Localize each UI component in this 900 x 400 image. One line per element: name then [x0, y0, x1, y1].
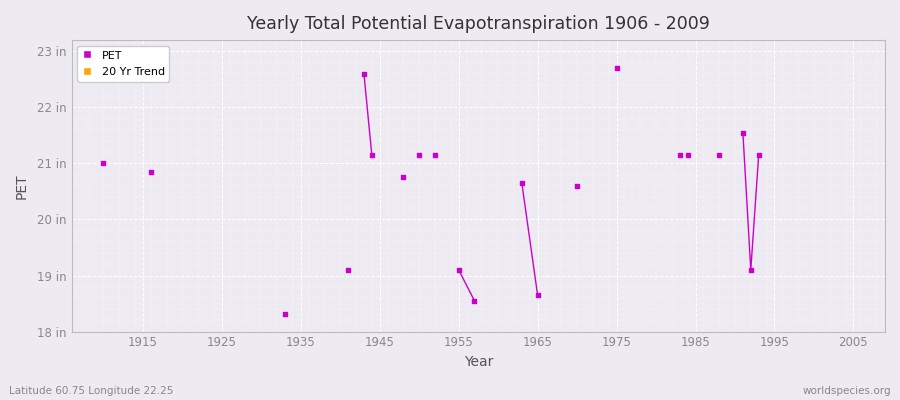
Point — [712, 152, 726, 158]
Y-axis label: PET: PET — [15, 173, 29, 199]
Point — [743, 267, 758, 273]
Point — [735, 129, 750, 136]
Point — [570, 183, 584, 189]
Point — [609, 65, 624, 71]
Point — [412, 152, 427, 158]
Point — [515, 180, 529, 186]
Text: worldspecies.org: worldspecies.org — [803, 386, 891, 396]
Text: Latitude 60.75 Longitude 22.25: Latitude 60.75 Longitude 22.25 — [9, 386, 174, 396]
Point — [364, 152, 379, 158]
Point — [428, 152, 442, 158]
Point — [752, 152, 766, 158]
Point — [672, 152, 687, 158]
Point — [467, 298, 482, 304]
Title: Yearly Total Potential Evapotranspiration 1906 - 2009: Yearly Total Potential Evapotranspiratio… — [247, 15, 710, 33]
X-axis label: Year: Year — [464, 355, 493, 369]
Point — [452, 267, 466, 273]
Point — [530, 292, 544, 298]
Point — [680, 152, 695, 158]
Legend: PET, 20 Yr Trend: PET, 20 Yr Trend — [77, 46, 169, 82]
Point — [341, 267, 356, 273]
Point — [278, 310, 293, 317]
Point — [356, 70, 371, 77]
Point — [96, 160, 111, 167]
Point — [396, 174, 410, 181]
Point — [144, 169, 158, 175]
